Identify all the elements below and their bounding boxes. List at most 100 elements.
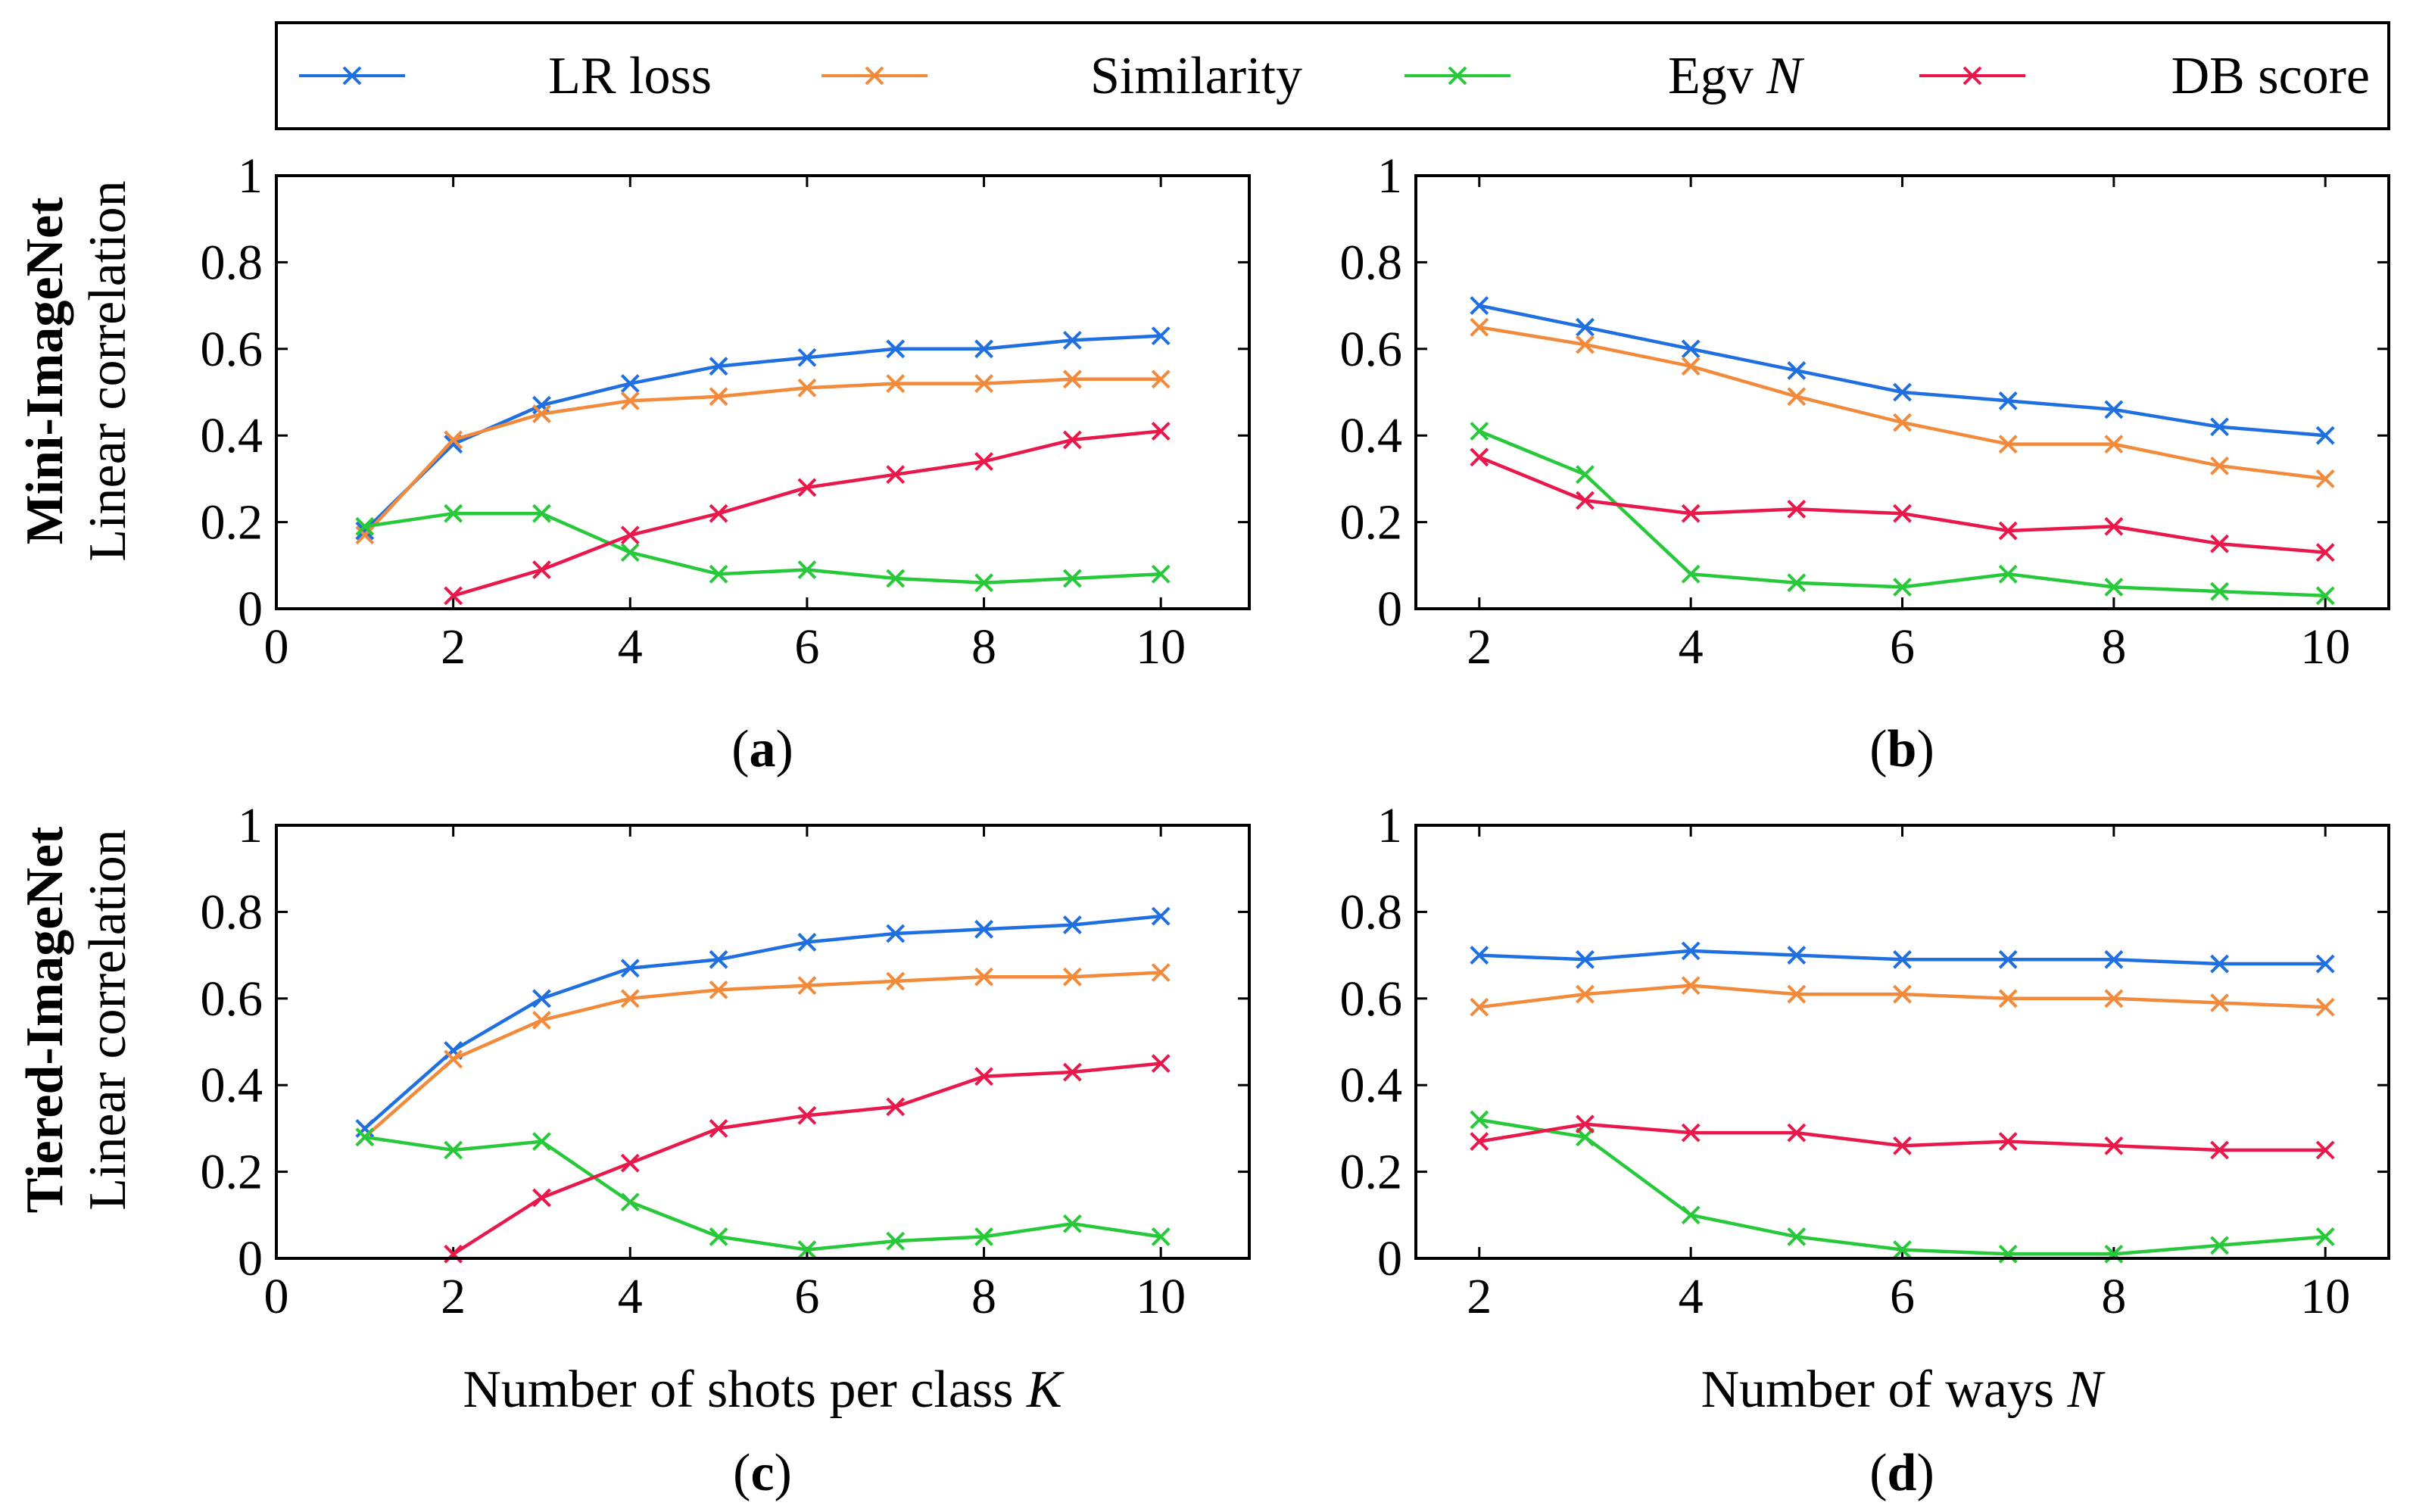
data-point-db-stroke-b [2210, 1140, 2229, 1160]
x-tick-label: 8 [2101, 1269, 2126, 1324]
y-tick-label: 0.2 [201, 1145, 263, 1200]
x-axis-label-c: Number of shots per class K [463, 1361, 1065, 1419]
data-point-egv-stroke-b [532, 503, 551, 523]
series-lr [355, 326, 1171, 541]
data-point-lr [797, 933, 817, 952]
y-tick-label: 1 [1377, 798, 1402, 853]
legend-marker-cross-lr [342, 66, 362, 86]
data-point-sim-stroke-b [1576, 335, 1595, 354]
data-point-lr-stroke-b [1998, 391, 2018, 410]
data-point-lr [2104, 949, 2124, 969]
data-point-lr [886, 339, 906, 359]
data-point-egv-stroke-b [532, 1132, 551, 1151]
data-point-db-stroke-b [1893, 503, 1912, 523]
x-tick-label: 10 [1136, 1269, 1186, 1324]
data-point-lr [974, 339, 993, 359]
series-lr [1470, 941, 2335, 974]
series-line-lr [1479, 949, 2326, 966]
data-point-db-stroke-b [886, 465, 906, 485]
data-point-sim-stroke-b [1062, 369, 1082, 389]
data-point-lr-stroke-b [2315, 426, 2335, 445]
data-point-lr [797, 348, 817, 367]
data-point-sim-stroke-b [1681, 976, 1701, 996]
data-point-lr [1998, 391, 2018, 410]
y-tick-label: 0 [1377, 581, 1402, 637]
data-point-lr-stroke-b [1576, 949, 1595, 969]
plot-frame [1414, 824, 2390, 1260]
data-point-sim [620, 391, 640, 410]
data-point-lr [1787, 360, 1807, 380]
plot-frame [1414, 174, 2390, 610]
legend-marker-cross-db-stroke-b [1963, 66, 1982, 86]
data-point-lr [2210, 417, 2229, 437]
data-point-db-stroke-b [1787, 500, 1807, 519]
data-point-egv [532, 503, 551, 523]
data-point-egv [1062, 569, 1082, 588]
panel-caption-a-letter: a [750, 720, 776, 778]
x-tick-label: 0 [264, 1269, 289, 1324]
series-egv [1470, 1110, 2335, 1264]
data-point-lr-stroke-b [1893, 382, 1912, 402]
data-point-lr [974, 919, 993, 939]
data-point-db-stroke-b [709, 503, 728, 523]
data-point-db-stroke-b [620, 1153, 640, 1173]
data-point-egv-stroke-b [355, 516, 375, 536]
data-point-egv [974, 1227, 993, 1246]
data-point-egv [886, 1231, 906, 1251]
series-line-lr [363, 914, 1161, 1130]
data-point-egv-stroke-b [1787, 1227, 1807, 1246]
data-point-db [1062, 430, 1082, 450]
data-point-lr-stroke-b [2210, 954, 2229, 974]
x-tick-label: 6 [794, 619, 819, 675]
data-point-sim [1893, 984, 1912, 1004]
data-point-db [2315, 543, 2335, 563]
data-point-egv-stroke-b [1893, 577, 1912, 597]
data-point-egv [797, 1240, 817, 1259]
data-point-lr [1998, 949, 2018, 969]
row-label-tiered: Tiered-ImageNet [16, 827, 74, 1214]
data-point-lr [2315, 954, 2335, 974]
y-tick-label: 0.8 [201, 884, 263, 940]
y-tick-label: 0 [1377, 1231, 1402, 1286]
data-point-db [1062, 1062, 1082, 1082]
data-point-egv-stroke-b [1151, 564, 1171, 584]
data-point-lr-stroke-b [1470, 296, 1489, 316]
x-tick-label: 4 [1679, 619, 1704, 675]
data-point-db [1151, 422, 1171, 441]
data-point-lr-stroke-b [1576, 317, 1595, 337]
data-point-sim [974, 374, 993, 393]
data-point-lr [620, 959, 640, 978]
data-point-egv [2210, 581, 2229, 601]
data-point-db [1681, 1123, 1701, 1143]
series-line-egv [364, 1135, 1161, 1252]
data-point-lr [1062, 330, 1082, 350]
y-tick-label: 0.2 [201, 495, 263, 550]
x-tick-label: 10 [2300, 619, 2350, 675]
data-point-egv-stroke-b [2210, 1236, 2229, 1255]
data-point-db [620, 1153, 640, 1173]
data-point-lr-stroke-b [1151, 906, 1171, 926]
data-point-db [2104, 1136, 2124, 1155]
data-point-egv [2104, 577, 2124, 597]
data-point-lr-stroke-b [709, 949, 728, 969]
series-sim [1470, 976, 2335, 1017]
data-point-sim-stroke-b [2315, 469, 2335, 488]
x-tick-label: 4 [618, 619, 643, 675]
data-point-lr-stroke-b [974, 919, 993, 939]
data-point-sim [2104, 989, 2124, 1009]
data-point-lr [355, 1118, 375, 1138]
data-point-lr-stroke-b [1151, 326, 1171, 346]
data-point-sim [1998, 435, 2018, 454]
data-point-egv-stroke-b [1470, 422, 1489, 441]
x-tick-label: 2 [441, 619, 466, 675]
data-point-sim [2210, 456, 2229, 475]
data-point-db-stroke-b [974, 1067, 993, 1086]
data-point-lr-stroke-b [444, 1041, 463, 1060]
data-point-lr-stroke-b [974, 339, 993, 359]
legend-marker-egv [1448, 66, 1467, 86]
x-tick-label: 4 [1679, 1269, 1704, 1324]
panel-a: 00.20.40.60.810 2 4 6 8 10 [201, 148, 1251, 675]
data-point-db [1470, 1132, 1489, 1151]
data-point-egv-stroke-b [797, 1240, 817, 1259]
